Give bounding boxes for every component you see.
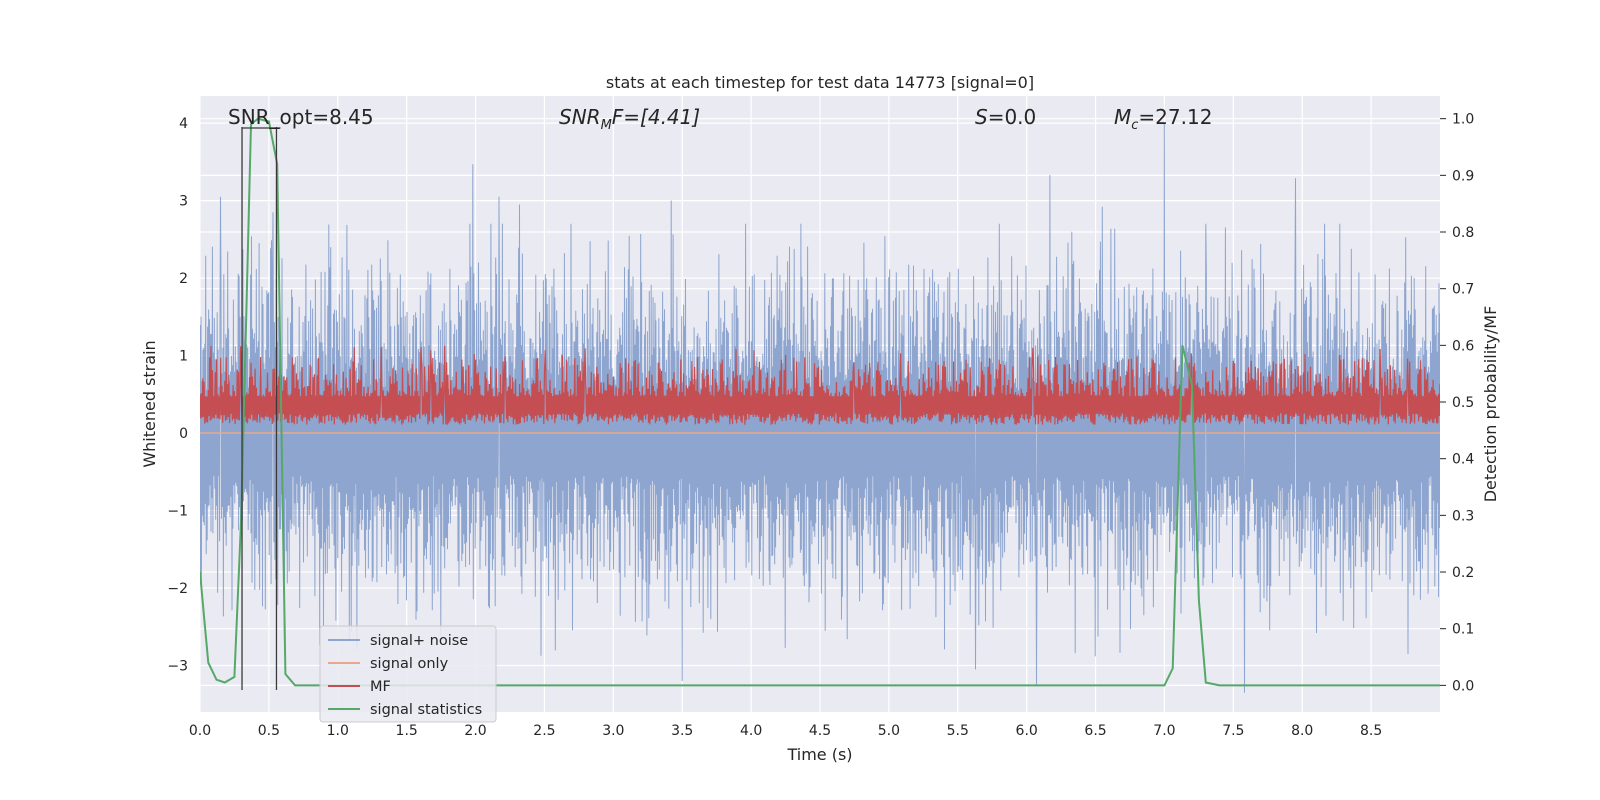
x-tick-label: 7.5 [1222, 723, 1244, 739]
series-signal-statistics [200, 117, 1440, 687]
snr-opt-value: 8.45 [329, 105, 374, 129]
y-right-tick-label: 1.0 [1452, 112, 1474, 128]
s-main: S [975, 105, 988, 129]
marker-layer [241, 127, 281, 690]
x-tick-label: 0.5 [258, 723, 280, 739]
legend-box [319, 625, 497, 723]
y-tick-label: 4 [179, 116, 188, 132]
y-right-tick-label: 0.7 [1452, 282, 1474, 298]
x-tick-label: 6.5 [1084, 723, 1106, 739]
mc-rest: =27.12 [1138, 105, 1212, 129]
x-tick-label: 5.5 [947, 723, 969, 739]
x-tick-label: 1.5 [396, 723, 418, 739]
y-right-tick-label: 0.2 [1452, 565, 1474, 581]
y-right-tick-label: 0.0 [1452, 678, 1474, 694]
series-mf [200, 345, 1440, 425]
legend-label-signal-only: signal only [370, 656, 449, 672]
y-tick-label: 2 [179, 271, 188, 287]
y-tick-label: 3 [179, 194, 188, 210]
x-tick-label: 2.5 [533, 723, 555, 739]
mc-main: M [1114, 105, 1131, 129]
annotation-snr-opt: SNR_opt=8.45 [228, 105, 374, 129]
annotation-s: S=0.0 [975, 105, 1036, 129]
snr-mf-sub: M [601, 118, 612, 133]
x-tick-label: 5.0 [878, 723, 900, 739]
x-tick-label: 4.0 [740, 723, 762, 739]
y-right-axis-label: Detection probability/MF [1481, 306, 1500, 503]
mc-sub: c [1131, 118, 1138, 133]
x-tick-label: 8.0 [1291, 723, 1313, 739]
y-right-tick-label: 0.9 [1452, 168, 1474, 184]
annotation-snr-mf: SNRMF=[4.41] [559, 105, 700, 133]
snr-mf-main: SNR [559, 105, 601, 129]
x-tick-label: 7.0 [1153, 723, 1175, 739]
y-tick-label: −3 [167, 659, 188, 675]
annotation-mc: Mc=27.12 [1114, 105, 1212, 133]
y-right-tick-label: 0.1 [1452, 622, 1474, 638]
y-tick-label: 0 [179, 426, 188, 442]
snr-opt-prefix: SNR_opt= [228, 105, 329, 129]
y-right-tick-label: 0.6 [1452, 338, 1474, 354]
y-axis-label: Whitened strain [140, 340, 159, 467]
x-tick-label: 3.5 [671, 723, 693, 739]
snr-mf-rest: F=[4.41] [612, 105, 700, 129]
chart-title: stats at each timestep for test data 147… [606, 73, 1034, 92]
x-tick-label: 8.5 [1360, 723, 1382, 739]
tick-layer: 0.0 0.5 1.0 1.5 2.0 2.5 3.0 3.5 4.0 4.5 5.0 5.5 6.0 6… [167, 112, 1474, 739]
y-tick-label: −2 [167, 581, 188, 597]
y-right-tick-label: 0.3 [1452, 508, 1474, 524]
s-rest: =0.0 [988, 105, 1037, 129]
legend: signal+ noise signal only MF signal stat… [319, 625, 497, 723]
legend-label-mf: MF [370, 679, 391, 695]
series-layer [200, 117, 1440, 693]
x-tick-label: 3.0 [602, 723, 624, 739]
y-right-tick-label: 0.8 [1452, 225, 1474, 241]
x-axis-label: Time (s) [786, 745, 852, 764]
x-tick-label: 0.0 [189, 723, 211, 739]
y-tick-label: 1 [179, 349, 188, 365]
y-right-tick-label: 0.4 [1452, 452, 1474, 468]
legend-label-signal-statistics: signal statistics [370, 702, 482, 718]
y-tick-label: −1 [167, 504, 188, 520]
x-tick-label: 2.0 [464, 723, 486, 739]
x-tick-label: 6.0 [1016, 723, 1038, 739]
x-tick-label: 4.5 [809, 723, 831, 739]
y-right-tick-label: 0.5 [1452, 395, 1474, 411]
legend-label-signal-noise: signal+ noise [370, 633, 468, 649]
x-tick-label: 1.0 [327, 723, 349, 739]
